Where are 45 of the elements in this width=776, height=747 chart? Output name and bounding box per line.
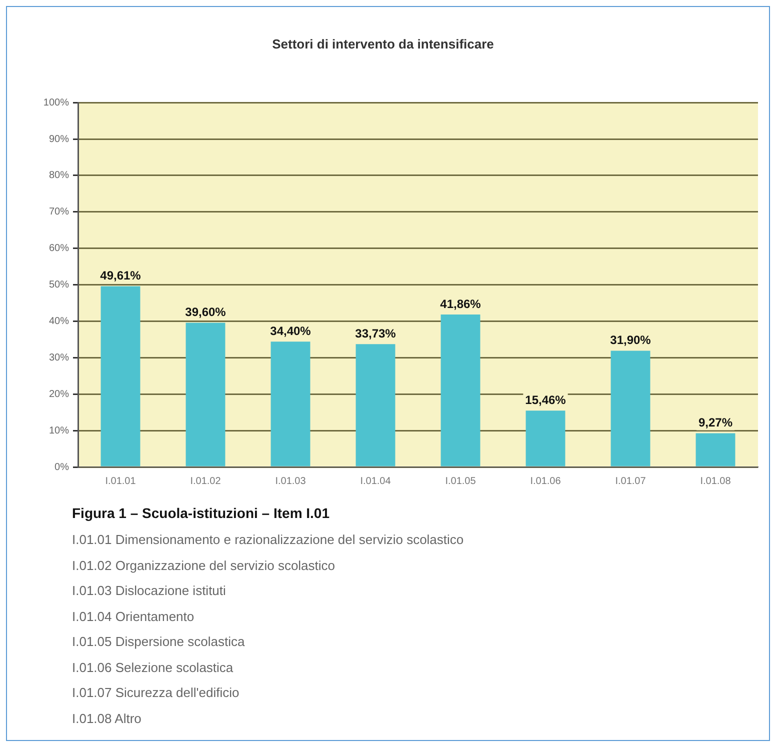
text: I.01.04 Orientamento — [72, 608, 196, 626]
y-tick-label: 60% — [48, 243, 70, 254]
x-tick-label: I.01.05 — [445, 476, 476, 487]
text: I.01.07 Sicurezza dell'edificio — [72, 684, 240, 702]
text: I.01.01 Dimensionamento e razionalizzazione del servizio scolastico — [72, 531, 464, 549]
text: I.01.02 Organizzazione del servizio scolastico — [72, 556, 336, 575]
data-label: 39,60% — [185, 305, 226, 320]
text: Figura 1 – Scuola-istituzioni – Item I.01 — [72, 504, 331, 523]
y-tick-label: 80% — [48, 170, 70, 182]
y-tick-label: 40% — [48, 316, 70, 327]
y-tick-label: 0% — [54, 462, 70, 473]
x-tick-label: I.01.08 — [700, 476, 732, 487]
y-tick-label: 100% — [43, 97, 70, 108]
data-label: 41,86% — [440, 296, 482, 311]
y-tick-label: 30% — [48, 352, 70, 364]
text: I.01.05 Dispersione scolastica — [72, 633, 246, 651]
bar — [100, 286, 140, 466]
x-tick-label: I.01.03 — [275, 476, 306, 487]
text: I.01.08 Altro — [72, 710, 142, 728]
x-tick-label: I.01.07 — [615, 476, 646, 487]
x-tick-label: I.01.06 — [530, 476, 562, 487]
data-label: 33,73% — [355, 326, 396, 340]
data-label: 9,27% — [698, 416, 733, 430]
data-label: 49,61% — [100, 268, 142, 283]
text: I.01.06 Selezione scolastica — [72, 658, 234, 676]
y-tick-label: 20% — [48, 388, 70, 400]
y-tick-label: 90% — [48, 134, 70, 145]
chart-title: Settori di intervento da intensificare — [272, 36, 494, 52]
bar — [186, 322, 226, 466]
bar — [526, 410, 566, 466]
y-tick-label: 70% — [48, 206, 70, 218]
y-tick-label: 10% — [48, 425, 70, 436]
bar — [270, 342, 310, 466]
bar — [696, 433, 736, 466]
text: I.01.03 Dislocazione istituti — [72, 582, 227, 600]
data-label: 15,46% — [525, 392, 566, 407]
x-tick-label: I.01.02 — [190, 476, 222, 487]
x-tick-label: I.01.04 — [360, 476, 392, 487]
x-tick-label: I.01.01 — [105, 476, 136, 487]
bar — [610, 350, 650, 466]
y-tick-label: 50% — [48, 280, 70, 291]
data-label: 31,90% — [610, 333, 652, 348]
bar — [356, 344, 396, 466]
bar — [440, 314, 480, 466]
data-label: 34,40% — [270, 324, 312, 338]
